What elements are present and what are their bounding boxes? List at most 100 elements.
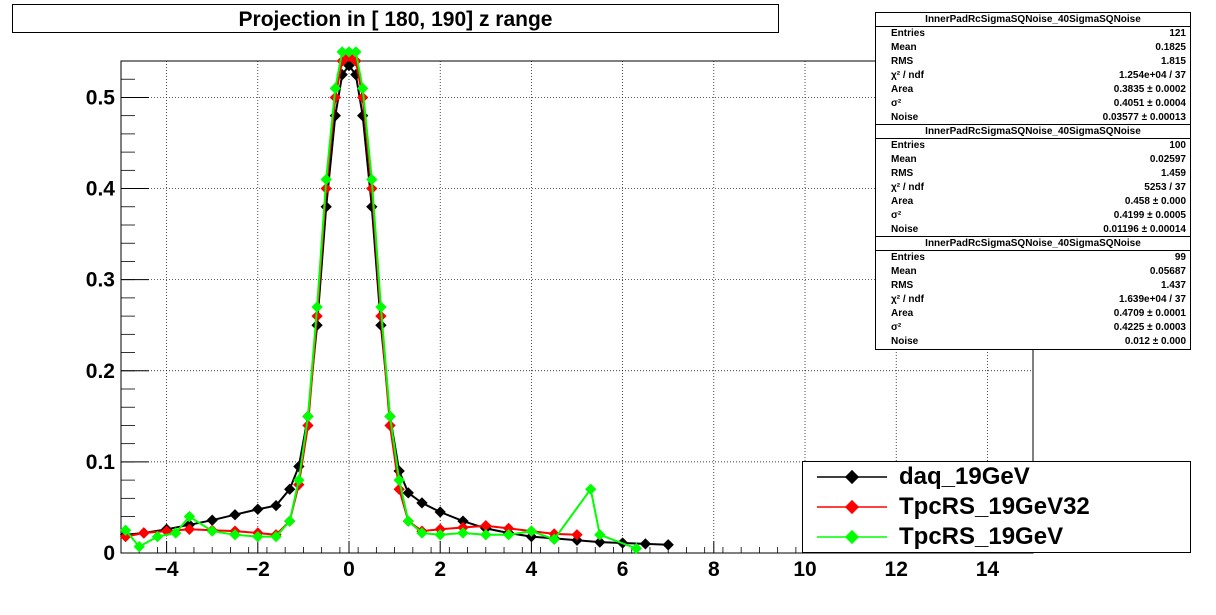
x-tick-label: 2 [434, 558, 446, 581]
x-tick-label: 10 [793, 558, 816, 581]
stats-box: InnerPadRcSigmaSQNoise_40SigmaSQNoise Ent… [875, 124, 1191, 238]
stats-row: RMS 1.815 [876, 55, 1190, 69]
x-tick-label: 14 [976, 558, 1000, 581]
data-point [502, 529, 515, 541]
data-point [416, 527, 428, 539]
data-point [434, 529, 446, 541]
stats-box: InnerPadRcSigmaSQNoise_40SigmaSQNoise Ent… [875, 12, 1191, 126]
stats-header: InnerPadRcSigmaSQNoise_40SigmaSQNoise [876, 125, 1190, 139]
stats-row: Entries 99 [876, 251, 1190, 265]
stats-row: σ² 0.4199 ± 0.0005 [876, 209, 1190, 223]
data-point [480, 520, 492, 532]
y-tick-label: 0.5 [86, 86, 116, 109]
y-tick-label: 0 [103, 542, 115, 565]
stats-header: InnerPadRcSigmaSQNoise_40SigmaSQNoise [876, 237, 1190, 251]
data-point [336, 46, 348, 58]
stats-value: 0.4051 ± 0.0004 [1113, 98, 1186, 109]
stats-value: 1.815 [1160, 56, 1186, 67]
stats-label: χ² / ndf [891, 70, 924, 81]
x-tick-label: −2 [246, 558, 270, 581]
data-point [585, 483, 597, 495]
data-point [302, 419, 314, 432]
stats-row: Entries 100 [876, 139, 1190, 153]
stats-label: Noise [891, 112, 919, 123]
data-point [320, 173, 332, 186]
stats-row: Area 0.3835 ± 0.0002 [876, 83, 1190, 97]
stats-row: χ² / ndf 5253 / 37 [876, 181, 1190, 195]
series-line [124, 50, 637, 550]
stats-row: RMS 1.459 [876, 167, 1190, 181]
data-point [284, 483, 296, 495]
data-point [270, 530, 282, 543]
stats-label: Mean [891, 154, 917, 165]
stats-label: σ² [891, 210, 902, 221]
stats-value: 0.01196 ± 0.00014 [1103, 224, 1186, 235]
stats-row: Mean 0.1825 [876, 41, 1190, 55]
stats-value: 0.4709 ± 0.0001 [1113, 308, 1186, 319]
stats-row: RMS 1.437 [876, 279, 1190, 293]
data-point [384, 419, 396, 432]
stats-label: Area [891, 84, 914, 95]
stats-value: 1.459 [1160, 168, 1186, 179]
stats-label: Area [891, 196, 914, 207]
data-point [402, 487, 414, 499]
legend-item-tpcrs32: TpcRS_19GeV32 [803, 492, 1190, 522]
x-tick-label: 6 [617, 558, 629, 581]
stats-row: Area 0.4709 ± 0.0001 [876, 307, 1190, 321]
stats-row: Noise 0.012 ± 0.000 [876, 335, 1190, 349]
y-tick-label: 0.2 [86, 360, 115, 383]
data-point [183, 510, 196, 523]
stats-row: Area 0.458 ± 0.000 [876, 195, 1190, 209]
stats-label: RMS [891, 168, 914, 179]
data-point [206, 525, 218, 537]
data-point [293, 474, 305, 486]
stats-row: χ² / ndf 1.639e+04 / 37 [876, 293, 1190, 307]
stats-label: Noise [891, 336, 919, 347]
data-point [630, 542, 642, 555]
stats-label: χ² / ndf [891, 182, 924, 193]
y-tick-label: 0.4 [86, 178, 116, 201]
legend-item-tpcrs: TpcRS_19GeV [803, 522, 1190, 552]
stats-label: RMS [891, 56, 914, 67]
chart-title: Projection in [ 180, 190] z range [12, 4, 779, 33]
stats-row: Mean 0.05687 [876, 265, 1190, 279]
y-tick-label: 0.3 [86, 269, 115, 292]
stats-value: 121 [1169, 28, 1186, 39]
data-point [366, 173, 378, 186]
stats-label: Area [891, 308, 914, 319]
stats-value: 0.03577 ± 0.00013 [1102, 112, 1186, 123]
x-tick-label: 0 [343, 558, 355, 581]
legend-label: TpcRS_19GeV [899, 523, 1064, 550]
stats-label: χ² / ndf [891, 294, 924, 305]
stats-value: 0.3835 ± 0.0002 [1113, 84, 1186, 95]
stats-value: 0.4225 ± 0.0003 [1113, 322, 1186, 333]
data-point [384, 410, 396, 422]
stats-value: 0.012 ± 0.000 [1124, 336, 1186, 347]
series-2 [119, 46, 642, 555]
data-point [525, 525, 538, 537]
stats-value: 1.254e+04 / 37 [1118, 70, 1186, 81]
stats-label: σ² [891, 98, 902, 109]
stats-label: Entries [891, 140, 925, 151]
data-point [350, 46, 362, 58]
stats-label: Mean [891, 42, 917, 53]
stats-label: Noise [891, 224, 919, 235]
stats-row: σ² 0.4051 ± 0.0004 [876, 97, 1190, 111]
stats-row: Mean 0.02597 [876, 153, 1190, 167]
data-point [480, 529, 492, 541]
data-point [151, 530, 164, 543]
stats-label: Mean [891, 266, 917, 277]
x-tick-label: 4 [526, 558, 538, 581]
stats-label: Entries [891, 28, 925, 39]
stats-row: Noise 0.01196 ± 0.00014 [876, 223, 1190, 237]
legend-label: daq_19GeV [899, 463, 1030, 490]
stats-header: InnerPadRcSigmaSQNoise_40SigmaSQNoise [876, 13, 1190, 27]
data-point [416, 497, 428, 509]
stats-value: 100 [1169, 140, 1186, 151]
series-line [125, 55, 578, 538]
data-point [434, 506, 446, 518]
data-point [302, 410, 314, 422]
data-point [366, 201, 378, 213]
data-point [229, 529, 241, 541]
data-point [662, 539, 674, 551]
